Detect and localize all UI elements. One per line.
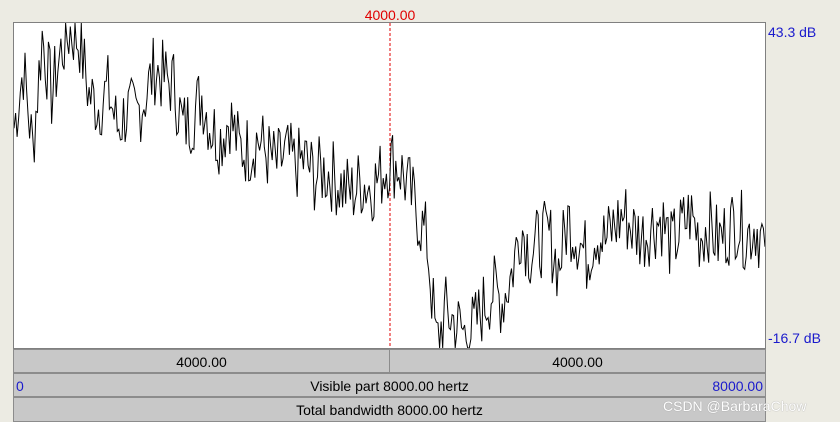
spectrum-line: [14, 23, 765, 348]
visible-start-label: 0: [16, 378, 24, 394]
spectrum-svg: [14, 23, 765, 348]
spectrum-plot-area[interactable]: [13, 22, 766, 349]
visible-part-bar[interactable]: 0 Visible part 8000.00 hertz 8000.00: [13, 373, 766, 397]
db-min-label: -16.7 dB: [768, 330, 821, 346]
total-bandwidth-label: Total bandwidth 8000.00 hertz: [296, 402, 483, 418]
cursor-frequency-label: 4000.00: [364, 7, 416, 23]
left-half-range-bar[interactable]: 4000.00: [13, 349, 390, 373]
right-half-range-bar[interactable]: 4000.00: [389, 349, 766, 373]
db-max-label: 43.3 dB: [768, 24, 817, 40]
visible-part-label: Visible part 8000.00 hertz: [310, 378, 469, 394]
total-bandwidth-bar[interactable]: Total bandwidth 8000.00 hertz: [13, 397, 766, 422]
visible-end-label: 8000.00: [712, 378, 763, 394]
watermark: CSDN @BarbaraChow: [663, 398, 807, 414]
